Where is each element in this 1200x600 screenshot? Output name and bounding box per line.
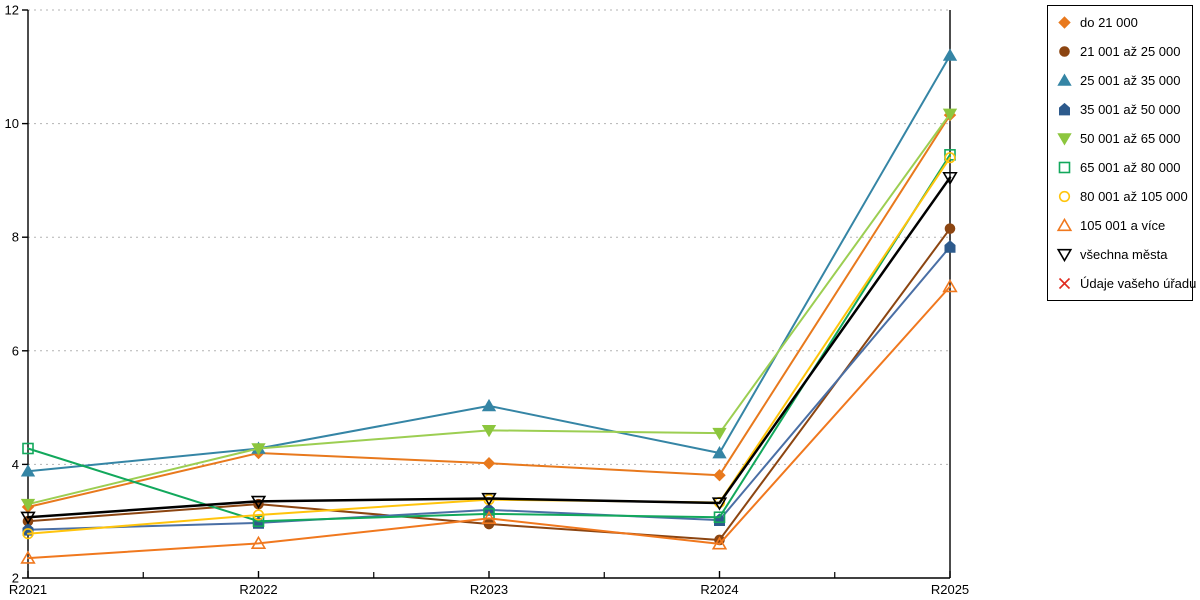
series-7 [22, 152, 956, 540]
legend-item-3: 25 001 až 35 000 [1048, 66, 1192, 95]
x-tick-label-R2021: R2021 [9, 582, 47, 597]
legend-marker-shape [1059, 46, 1070, 57]
marker-triup-R2021 [20, 550, 36, 564]
series-6 [22, 149, 956, 528]
marker-triup-R2023 [481, 398, 497, 412]
legend-marker-shape [1059, 102, 1070, 116]
legend-label: 80 001 až 105 000 [1080, 189, 1188, 204]
legend-marker-tridown-icon [1057, 133, 1072, 146]
marker-tridown-R2024 [712, 427, 727, 441]
legend-item-7: 80 001 až 105 000 [1048, 182, 1192, 211]
legend-marker-triup-icon [1057, 73, 1072, 86]
legend-item-5: 50 001 až 65 000 [1048, 124, 1192, 153]
marker-circle-R2022 [252, 509, 265, 521]
y-tick-label-10: 10 [5, 116, 19, 131]
legend-item-8: 105 001 a více [1048, 211, 1192, 240]
marker-square-R2022 [252, 515, 265, 528]
series-8 [20, 279, 958, 564]
y-tick-label-12: 12 [5, 3, 19, 18]
marker-pentagon-R2025 [944, 240, 956, 253]
x-tick-label-R2022: R2022 [239, 582, 277, 597]
series-2 [22, 223, 956, 546]
marker-tridown-R2022 [250, 495, 267, 509]
legend-marker-square-icon [1058, 161, 1071, 174]
legend-marker-shape [1056, 248, 1073, 263]
marker-tridown-R2023 [481, 425, 497, 438]
marker-triup-R2025 [942, 279, 958, 293]
marker-triup-R2022 [250, 535, 267, 549]
y-tick-label-2: 2 [12, 571, 19, 586]
series-3 [20, 48, 958, 477]
x-tick-label-R2023: R2023 [470, 582, 508, 597]
marker-tridown-R2025 [942, 108, 958, 121]
marker-circle-R2021 [22, 528, 34, 540]
series-line-9 [26, 176, 952, 519]
series-line-1 [27, 114, 951, 508]
legend-label: 21 001 až 25 000 [1080, 44, 1181, 59]
legend-marker-shape [1058, 190, 1071, 203]
marker-square-R2021 [22, 442, 34, 455]
marker-tridown-R2023 [481, 492, 497, 507]
marker-diamond-R2023 [482, 457, 496, 470]
marker-square-R2025 [944, 149, 956, 161]
legend: do 21 000 21 001 až 25 000 25 001 až 35 00… [1047, 5, 1196, 301]
y-tick-label-4: 4 [12, 457, 19, 472]
marker-tridown-R2021 [20, 498, 36, 512]
legend-marker-shape [1057, 133, 1072, 146]
series-1 [21, 108, 957, 514]
legend-label: do 21 000 [1080, 15, 1138, 30]
legend-item-6: 65 001 až 80 000 [1048, 153, 1192, 182]
legend-item-1: do 21 000 [1048, 8, 1192, 37]
x-tick-label-R2024: R2024 [700, 582, 738, 597]
series-line-5 [27, 112, 951, 506]
y-tick-label-6: 6 [12, 343, 19, 358]
marker-tridown-R2025 [942, 171, 958, 186]
marker-triup-R2023 [481, 510, 497, 524]
series-line-8 [27, 285, 951, 560]
marker-triup-R2021 [20, 464, 36, 477]
series-9 [20, 171, 958, 525]
legend-marker-triup-icon [1056, 217, 1073, 232]
legend-marker-diamond-icon [1058, 16, 1071, 29]
legend-marker-shape [1057, 73, 1072, 86]
legend-marker-pentagon-icon [1059, 102, 1070, 116]
legend-label: 50 001 až 65 000 [1080, 131, 1181, 146]
marker-triup-R2025 [942, 48, 958, 61]
legend-marker-shape [1058, 161, 1071, 174]
legend-label: 65 001 až 80 000 [1080, 160, 1181, 175]
marker-tridown-R2021 [20, 511, 36, 525]
marker-square-R2024 [713, 511, 726, 524]
legend-marker-x-icon [1058, 277, 1071, 290]
legend-marker-shape [1058, 16, 1071, 29]
series-5 [20, 108, 958, 512]
legend-label: 35 001 až 50 000 [1080, 102, 1181, 117]
marker-tridown-R2024 [711, 497, 728, 511]
legend-marker-circle-icon [1058, 190, 1071, 203]
line-chart: 2 4 6 8 10 12 R2021 R2022 R2023 R2024 R2025 [5, 3, 970, 598]
legend-label: 105 001 a více [1080, 218, 1166, 233]
legend-item-4: 35 001 až 50 000 [1048, 95, 1192, 124]
legend-marker-shape [1058, 277, 1071, 290]
marker-triup-R2024 [712, 446, 727, 459]
legend-item-9: všechna města [1048, 240, 1192, 269]
series-line-4 [27, 245, 951, 531]
x-tick-label-R2025: R2025 [931, 582, 969, 597]
marker-triup-R2024 [711, 536, 728, 550]
legend-item-2: 21 001 až 25 000 [1048, 37, 1192, 66]
marker-circle-R2023 [483, 518, 495, 530]
legend-item-10: Údaje vašeho úřadu [1048, 269, 1196, 298]
legend-label: 25 001 až 35 000 [1080, 73, 1181, 88]
legend-marker-shape [1056, 217, 1073, 232]
marker-circle-R2025 [944, 223, 956, 234]
legend-label: Údaje vašeho úřadu [1080, 276, 1197, 291]
marker-circle-R2025 [944, 152, 956, 164]
y-tick-label-8: 8 [12, 230, 19, 245]
legend-marker-circle-icon [1059, 46, 1070, 57]
marker-diamond-R2024 [713, 468, 726, 482]
legend-marker-tridown-icon [1056, 248, 1073, 263]
marker-tridown-R2022 [251, 443, 266, 456]
legend-label: všechna města [1080, 247, 1168, 262]
series-line-7 [27, 156, 951, 535]
